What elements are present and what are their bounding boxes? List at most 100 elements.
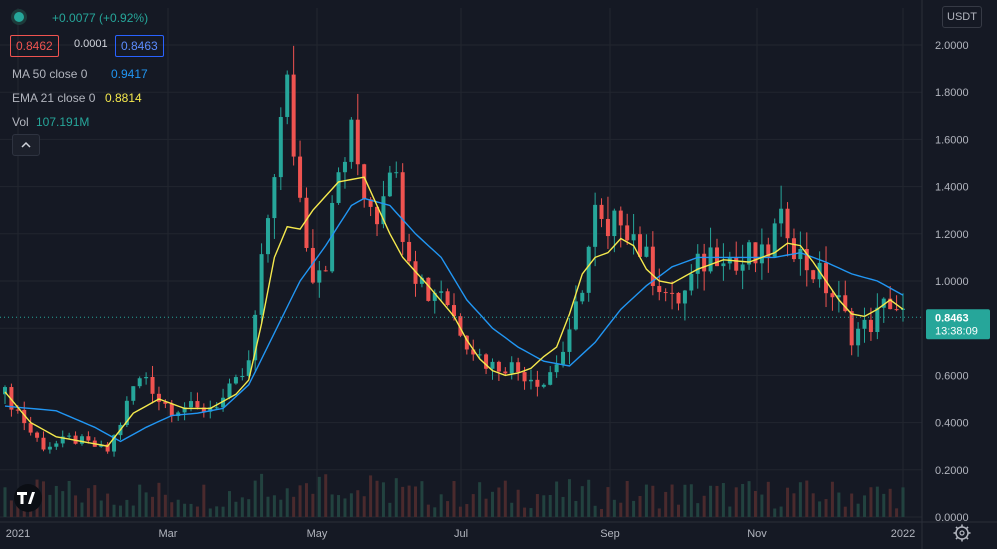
candle-body <box>791 238 796 260</box>
candle-body <box>580 292 585 302</box>
candle-body <box>573 301 578 330</box>
volume-bar <box>741 483 745 517</box>
candle-body <box>747 242 752 265</box>
candle-body <box>772 223 777 257</box>
volume-bar <box>516 489 520 517</box>
candle-body <box>298 156 303 198</box>
volume-bar <box>465 504 469 517</box>
volume-bar <box>330 494 334 517</box>
volume-bar <box>61 491 65 517</box>
volume-bar <box>67 480 71 517</box>
candle-body <box>9 387 14 410</box>
candle-body <box>54 443 59 447</box>
status-dot-icon <box>14 12 24 22</box>
currency-button[interactable]: USDT <box>942 6 982 28</box>
candle-body <box>22 409 27 424</box>
candle-body <box>734 257 739 271</box>
gear-icon[interactable] <box>953 524 971 542</box>
volume-bar <box>9 500 13 517</box>
bid-price[interactable]: 0.8462 <box>10 35 59 57</box>
volume-bar <box>600 508 604 517</box>
volume-bar <box>195 506 199 517</box>
candle-body <box>856 328 861 346</box>
volume-bar <box>266 496 270 517</box>
candle-body <box>586 246 591 293</box>
candle-body <box>349 119 354 162</box>
collapse-legend-button[interactable] <box>12 134 40 156</box>
volume-bar <box>375 480 379 517</box>
candle-body <box>407 241 412 262</box>
candle-body <box>86 436 91 441</box>
candle-body <box>394 172 399 174</box>
candle-body <box>381 196 386 225</box>
volume-bar <box>574 500 578 517</box>
volume-bar <box>811 493 815 517</box>
candle-body <box>561 351 566 365</box>
candle-body <box>702 253 707 272</box>
volume-bar <box>644 484 648 517</box>
volume-bar <box>850 493 854 517</box>
volume-bar <box>189 503 193 517</box>
candle-body <box>355 119 360 165</box>
volume-bar <box>446 501 450 517</box>
x-tick-label: 2021 <box>6 528 30 540</box>
vol-label: Vol <box>12 115 29 129</box>
candle-body <box>644 246 649 257</box>
spread-value: 0.0001 <box>74 38 108 50</box>
candle-body <box>458 316 463 336</box>
volume-bar <box>311 493 315 517</box>
candle-body <box>246 360 251 376</box>
volume-bar <box>856 503 860 517</box>
volume-bar <box>657 508 661 517</box>
volume-bar <box>272 495 276 517</box>
volume-bar <box>670 484 674 517</box>
volume-bar <box>452 481 456 517</box>
candle-body <box>419 277 424 284</box>
candle-body <box>375 206 380 225</box>
candle-body <box>477 354 482 356</box>
candle-body <box>156 393 161 402</box>
candle-body <box>310 247 315 283</box>
ema-label: EMA 21 close 0 <box>12 91 96 105</box>
volume-bar <box>728 506 732 517</box>
candle-body <box>60 436 65 444</box>
volume-bar <box>612 499 616 517</box>
volume-bar <box>356 490 360 517</box>
x-tick-label: Jul <box>454 528 468 540</box>
candle-body <box>785 208 790 239</box>
tradingview-logo <box>14 484 42 512</box>
volume-bar <box>3 487 7 517</box>
candle-body <box>682 290 687 304</box>
volume-bar <box>458 506 462 517</box>
candle-body <box>272 177 277 219</box>
candle-body <box>593 204 598 247</box>
volume-bar <box>394 478 398 517</box>
volume-bar <box>638 496 642 517</box>
volume-bar <box>773 508 777 517</box>
volume-bar <box>414 486 418 517</box>
volume-bar <box>298 485 302 517</box>
candle-body <box>740 264 745 271</box>
candle-body <box>625 225 630 241</box>
volume-bar <box>779 506 783 517</box>
volume-bar <box>747 481 751 517</box>
volume-bar <box>734 487 738 517</box>
volume-bar <box>106 493 110 517</box>
volume-bar <box>439 494 443 517</box>
volume-bar <box>805 480 809 517</box>
volume-bar <box>144 492 148 517</box>
candle-body <box>323 270 328 272</box>
ask-price[interactable]: 0.8463 <box>115 35 164 57</box>
candle-body <box>265 218 270 255</box>
volume-bar <box>689 484 693 517</box>
volume-bar <box>221 506 225 517</box>
candle-body <box>368 199 373 207</box>
volume-bar <box>677 504 680 517</box>
candle-body <box>663 292 668 294</box>
x-tick-label: 2022 <box>891 528 915 540</box>
candle-body <box>862 319 867 329</box>
volume-bar <box>818 501 822 517</box>
candle-body <box>567 329 572 352</box>
volume-bar <box>593 505 597 517</box>
